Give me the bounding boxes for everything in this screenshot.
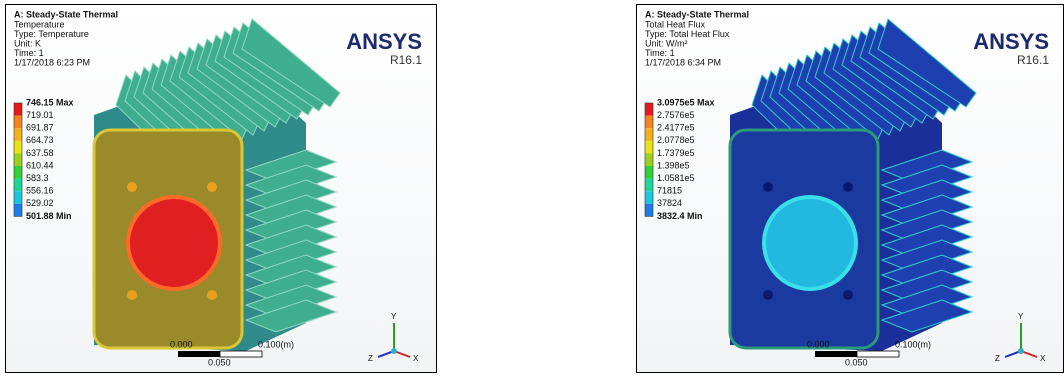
legend-label: 691.87 [26,123,54,133]
legend-label: 719.01 [26,110,54,120]
bore [764,197,856,289]
logo: ANSYS [973,29,1049,54]
axis-label: Y [391,312,397,321]
bolt-hole [207,182,217,192]
header-title: A: Steady-State Thermal [645,9,749,19]
legend-swatch [645,103,653,116]
legend-label: 1.398e5 [657,160,690,170]
legend-swatch [14,116,22,129]
legend-swatch [14,166,22,179]
bore [128,197,220,289]
legend-swatch [645,153,653,166]
axis-label: X [413,354,419,363]
version: R16.1 [390,53,422,67]
legend-label: 610.44 [26,160,54,170]
header-line: Temperature [14,19,65,29]
bolt-hole [127,182,137,192]
header-line: Type: Temperature [14,29,89,39]
header-line: Total Heat Flux [645,19,706,29]
legend-label: 529.02 [26,198,54,208]
legend-label: 556.16 [26,186,54,196]
axis-origin [1018,348,1024,354]
bolt-hole [763,290,773,300]
bolt-hole [843,182,853,192]
legend-swatch [14,141,22,154]
legend-swatch [14,191,22,204]
bolt-hole [127,290,137,300]
legend-label: 71815 [657,186,682,196]
legend-swatch [645,128,653,141]
scale-bar [220,351,262,357]
legend-swatch [645,204,653,217]
axis-label: Y [1018,312,1024,321]
header-line: Type: Total Heat Flux [645,29,730,39]
scale-bar [815,351,857,357]
model [730,19,976,351]
legend-label: 37824 [657,198,682,208]
legend-swatch [645,166,653,179]
legend-label: 1.0581e5 [657,173,695,183]
header-line: Unit: K [14,38,41,48]
legend-label: 3.0975e5 Max [657,97,715,107]
legend-label: 2.0778e5 [657,135,695,145]
legend-label: 3832.4 Min [657,211,703,221]
scale-label: 0.100(m) [895,339,931,349]
legend-swatch [14,153,22,166]
viewport: A: Steady-State ThermalTemperatureType: … [6,5,436,372]
scale-label: 0.000 [807,339,830,349]
logo: ANSYS [346,29,422,54]
legend-swatch [645,191,653,204]
legend-label: 637.58 [26,148,54,158]
bolt-hole [207,290,217,300]
legend-label: 583.3 [26,173,49,183]
header-line: Time: 1 [645,48,675,58]
page: {"panels": [ {"header": {"title": "A: St… [0,0,1064,376]
bolt-hole [843,290,853,300]
legend-label: 664.73 [26,135,54,145]
header-line: Time: 1 [14,48,44,58]
header-title: A: Steady-State Thermal [14,9,118,19]
legend-label: 746.15 Max [26,97,74,107]
header-line: 1/17/2018 6:23 PM [14,57,90,67]
legend-swatch [645,141,653,154]
version: R16.1 [1017,53,1049,67]
scale-label: 0.050 [845,357,868,367]
legend-label: 2.7576e5 [657,110,695,120]
model [94,19,340,351]
header-line: Unit: W/m² [645,38,688,48]
axis-label: Z [995,354,1000,363]
header-line: 1/17/2018 6:34 PM [645,57,721,67]
legend-label: 2.4177e5 [657,123,695,133]
axis-origin [391,348,397,354]
legend-label: 1.7379e5 [657,148,695,158]
bolt-hole [763,182,773,192]
legend-swatch [14,179,22,192]
axis-label: X [1040,354,1046,363]
legend-swatch [645,179,653,192]
legend-swatch [645,116,653,129]
scale-bar [857,351,899,357]
legend-swatch [14,103,22,116]
scale-label: 0.050 [208,357,231,367]
legend-label: 501.88 Min [26,211,72,221]
scale-label: 0.100(m) [258,339,294,349]
axis-label: Z [368,354,373,363]
scale-bar [178,351,220,357]
legend-swatch [14,204,22,217]
scale-label: 0.000 [170,339,193,349]
legend-swatch [14,128,22,141]
